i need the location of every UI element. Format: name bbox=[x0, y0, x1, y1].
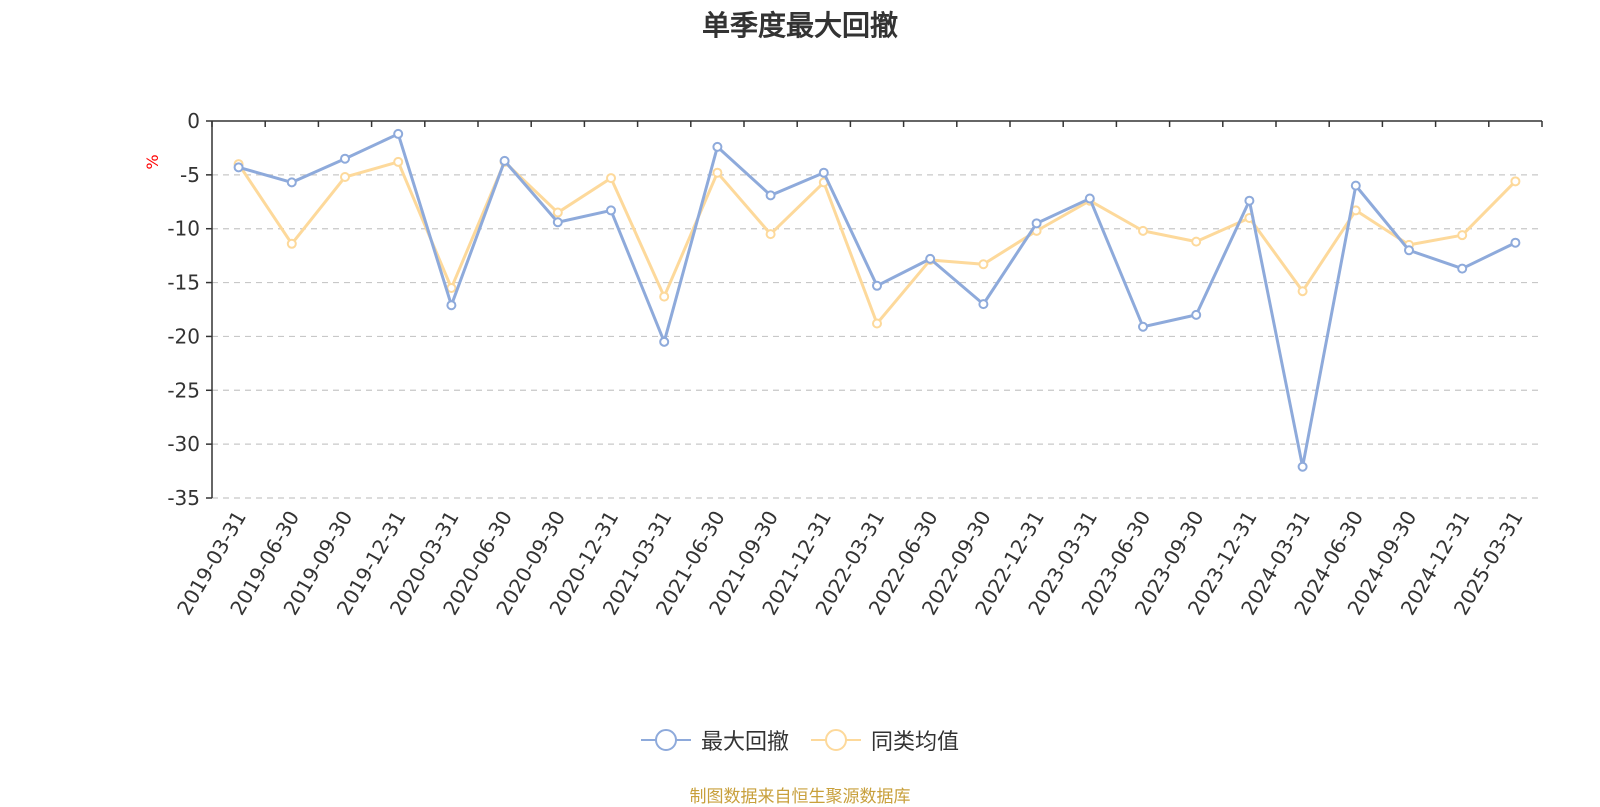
data-point bbox=[659, 291, 670, 302]
data-point bbox=[925, 253, 936, 264]
legend-label: 同类均值 bbox=[871, 730, 960, 755]
series-line bbox=[237, 160, 1517, 326]
data-point bbox=[1510, 176, 1521, 187]
data-point bbox=[1244, 195, 1255, 206]
y-tick-label: -15 bbox=[167, 271, 200, 295]
data-point bbox=[233, 162, 244, 173]
data-point bbox=[1297, 286, 1308, 297]
data-point bbox=[499, 155, 510, 166]
data-point bbox=[1457, 230, 1468, 241]
data-point bbox=[552, 207, 563, 218]
data-point bbox=[1350, 180, 1361, 191]
data-point bbox=[659, 336, 670, 347]
data-point bbox=[1031, 218, 1042, 229]
data-point bbox=[712, 167, 723, 178]
y-axis-unit-label: % bbox=[143, 154, 162, 169]
data-point bbox=[978, 259, 989, 270]
data-point bbox=[446, 300, 457, 311]
y-tick-label: 0 bbox=[187, 109, 200, 133]
data-point bbox=[606, 205, 616, 216]
legend-line-circle-icon bbox=[811, 728, 861, 752]
series-peer-average bbox=[233, 156, 1521, 329]
data-point bbox=[1084, 193, 1095, 204]
data-source-note: 制图数据来自恒生聚源数据库 bbox=[689, 787, 911, 807]
data-point bbox=[393, 156, 404, 167]
grid-lines bbox=[212, 174, 1542, 499]
data-point bbox=[978, 299, 989, 310]
data-point bbox=[606, 173, 616, 184]
data-point bbox=[340, 153, 350, 164]
legend-item-peer-average[interactable]: 同类均值 bbox=[811, 724, 959, 756]
data-point bbox=[765, 229, 776, 240]
data-point bbox=[552, 217, 563, 228]
data-point bbox=[872, 280, 882, 291]
series-max-drawdown bbox=[233, 128, 1521, 472]
data-point bbox=[1457, 263, 1468, 274]
data-point bbox=[765, 190, 776, 201]
data-point bbox=[393, 128, 404, 139]
data-point bbox=[818, 167, 829, 178]
series-layer bbox=[233, 128, 1521, 472]
legend: 最大回撤 同类均值 bbox=[0, 722, 1600, 758]
axes: 0-5-10-15-20-25-30-352019-03-312019-06-3… bbox=[167, 109, 1543, 619]
legend-label: 最大回撤 bbox=[700, 730, 789, 755]
data-point bbox=[1297, 461, 1308, 472]
legend-item-max-drawdown[interactable]: 最大回撤 bbox=[640, 724, 789, 756]
data-point bbox=[1138, 225, 1148, 236]
series-line bbox=[238, 132, 1517, 469]
data-point bbox=[446, 282, 457, 293]
legend-line-circle-icon bbox=[640, 728, 691, 752]
data-point bbox=[1404, 245, 1414, 256]
chart-title: 单季度最大回撤 bbox=[701, 9, 898, 42]
data-point bbox=[286, 177, 297, 188]
y-tick-label: -35 bbox=[167, 486, 200, 510]
data-point bbox=[340, 172, 350, 183]
y-tick-label: -30 bbox=[167, 432, 200, 456]
data-point bbox=[872, 318, 882, 329]
data-point bbox=[712, 141, 723, 152]
data-point bbox=[1510, 237, 1521, 248]
data-point bbox=[1138, 321, 1148, 332]
data-point bbox=[1191, 309, 1202, 320]
y-tick-label: -20 bbox=[167, 324, 200, 348]
y-tick-label: -5 bbox=[180, 163, 200, 187]
data-point bbox=[286, 238, 297, 249]
y-tick-label: -10 bbox=[167, 217, 200, 241]
y-tick-label: -25 bbox=[167, 378, 200, 402]
data-point bbox=[1191, 236, 1202, 247]
